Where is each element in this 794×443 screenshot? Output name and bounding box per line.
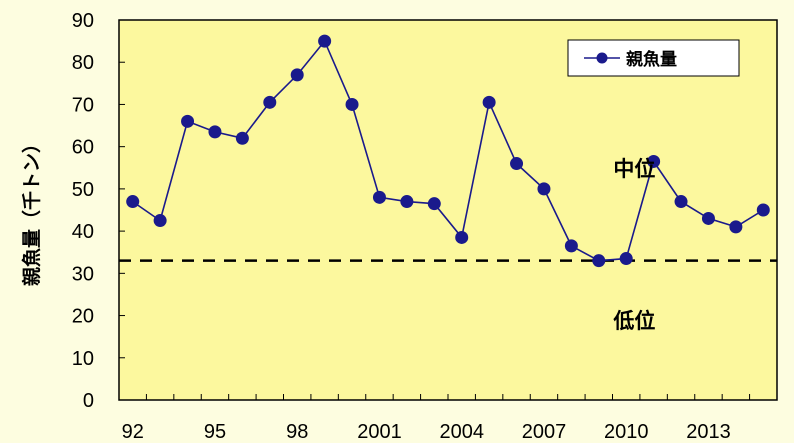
data-point	[263, 95, 277, 109]
y-tick-label: 50	[72, 179, 94, 201]
data-point	[318, 34, 332, 48]
y-tick-label: 90	[72, 10, 94, 32]
y-tick-label: 20	[72, 306, 94, 328]
plot-area	[118, 19, 778, 401]
data-point	[701, 211, 715, 225]
data-point	[153, 214, 167, 228]
x-tick-label: 98	[286, 421, 308, 443]
data-point	[290, 68, 304, 82]
data-point	[181, 114, 195, 128]
x-tick-label: 2010	[604, 421, 649, 443]
x-tick-label: 2004	[439, 421, 484, 443]
data-point	[400, 195, 414, 209]
data-point	[619, 252, 633, 266]
data-point	[372, 190, 386, 204]
data-point	[674, 195, 688, 209]
y-tick-label: 10	[72, 348, 94, 370]
data-point	[208, 125, 222, 139]
data-point	[729, 220, 743, 234]
y-axis-label: 親魚量（千トン）	[20, 134, 43, 286]
y-tick-label: 0	[83, 390, 94, 412]
data-point	[510, 157, 524, 171]
data-point	[427, 197, 441, 211]
y-tick-label: 80	[72, 52, 94, 74]
data-point	[537, 182, 551, 196]
x-tick-label: 2001	[357, 421, 402, 443]
data-point	[756, 203, 770, 217]
data-point	[592, 254, 606, 268]
region-label: 低位	[612, 309, 655, 333]
data-point	[482, 95, 496, 109]
legend: 親魚量	[567, 39, 740, 77]
legend-marker	[596, 52, 608, 64]
x-tick-label: 2007	[522, 421, 567, 443]
y-tick-label: 60	[72, 137, 94, 159]
y-tick-label: 40	[72, 221, 94, 243]
x-tick-label: 2013	[686, 421, 731, 443]
region-label: 中位	[613, 157, 655, 181]
x-tick-label: 92	[122, 421, 144, 443]
legend-label: 親魚量	[626, 49, 677, 70]
data-point	[235, 131, 249, 145]
x-tick-label: 95	[204, 421, 226, 443]
y-tick-label: 30	[72, 263, 94, 285]
data-point	[345, 97, 359, 111]
data-point	[647, 154, 661, 168]
data-point	[564, 239, 578, 253]
data-point	[126, 195, 140, 209]
data-point	[455, 230, 469, 244]
y-tick-label: 70	[72, 94, 94, 116]
